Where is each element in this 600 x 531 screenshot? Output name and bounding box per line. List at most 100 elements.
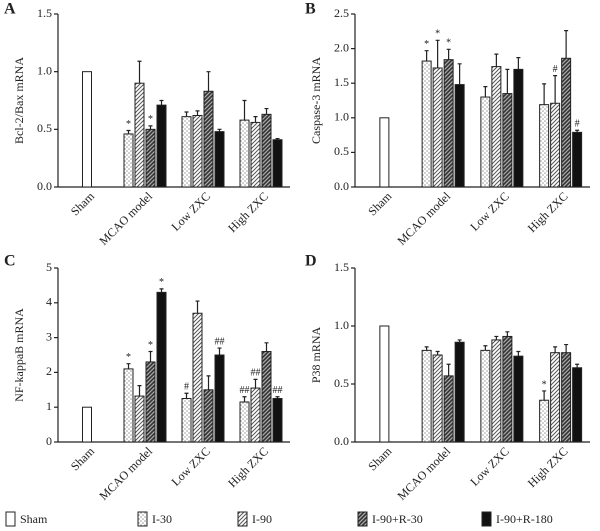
legend-label: I-90+R-30 (372, 512, 423, 526)
bar (239, 401, 250, 443)
bar (379, 117, 390, 188)
significance-mark: * (148, 340, 153, 351)
bar (261, 113, 272, 188)
bar (261, 351, 272, 443)
y-tick-label: 4 (46, 295, 52, 309)
y-tick-label: 1.0 (334, 318, 349, 332)
error-bar (159, 99, 164, 106)
legend-label: Sham (20, 512, 48, 526)
bar (513, 68, 524, 188)
bar (421, 349, 432, 443)
error-bar (457, 339, 462, 343)
y-axis-label: Bcl-2/Bax mRNA (12, 57, 26, 144)
bar (443, 59, 454, 188)
error-bar (253, 116, 258, 123)
error-bar (424, 346, 429, 351)
panel-label: D (305, 253, 317, 270)
error-bar (148, 125, 153, 130)
y-tick-label: 1.5 (334, 260, 349, 274)
x-tick-label: Low ZXC (169, 444, 214, 489)
bar (123, 133, 134, 188)
error-bar (516, 56, 521, 70)
error-bar (553, 74, 558, 104)
x-tick-label: High ZXC (225, 189, 271, 235)
bar (502, 93, 513, 188)
panel-label: C (4, 253, 16, 270)
legend-swatch (5, 511, 16, 527)
error-bar (137, 385, 142, 397)
error-bar (195, 110, 200, 116)
error-bar (275, 396, 280, 399)
error-bar (206, 375, 211, 390)
panel-label: A (4, 1, 16, 18)
x-tick-label: Sham (365, 189, 395, 219)
legend-swatch (481, 511, 492, 527)
legend-swatch (137, 511, 148, 527)
y-tick-label: 2.5 (334, 6, 349, 20)
bar (561, 57, 572, 188)
bar (539, 104, 550, 188)
bar (214, 131, 225, 188)
bar (156, 291, 167, 443)
significance-mark: * (424, 39, 429, 50)
error-bar (137, 60, 142, 84)
x-tick-label: MCAO model (96, 189, 155, 248)
bar (454, 84, 465, 188)
bar (539, 399, 550, 443)
significance-mark: # (553, 64, 558, 75)
error-bar (126, 363, 131, 369)
bar (123, 368, 134, 443)
bar (239, 119, 250, 188)
error-bar (542, 83, 547, 105)
bar (491, 66, 502, 188)
bar (214, 354, 225, 443)
error-bar (494, 53, 499, 67)
y-axis-label: P38 mRNA (309, 326, 323, 383)
error-bar (494, 335, 499, 340)
legend-swatch (237, 511, 248, 527)
x-tick-label: Low ZXC (467, 444, 512, 489)
bar (203, 389, 214, 443)
bar (550, 352, 561, 443)
bar (572, 367, 583, 443)
y-tick-label: 2.0 (334, 40, 349, 54)
error-bar (217, 128, 222, 132)
bar (513, 355, 524, 443)
significance-mark: ## (251, 368, 261, 379)
bar (421, 60, 432, 188)
bar (432, 67, 443, 188)
bar (550, 102, 561, 188)
bar (134, 395, 145, 443)
y-tick-label: 1.5 (37, 6, 52, 20)
bar (379, 325, 390, 443)
x-tick-label: High ZXC (525, 444, 571, 490)
x-tick-label: MCAO model (395, 189, 454, 248)
y-tick-label: 1.0 (37, 63, 52, 77)
x-tick-label: Low ZXC (467, 189, 512, 234)
bar (181, 116, 192, 188)
y-tick-label: 5 (46, 260, 52, 274)
bar (203, 90, 214, 188)
y-tick-label: 0.5 (37, 121, 52, 135)
significance-mark: ## (273, 385, 283, 396)
significance-mark: ## (240, 385, 250, 396)
error-bar (126, 129, 131, 134)
error-bar (483, 345, 488, 351)
error-bar (435, 350, 440, 355)
error-bar (446, 48, 451, 60)
error-bar (542, 390, 547, 401)
error-bar (242, 396, 247, 402)
y-tick-label: 1.0 (334, 110, 349, 124)
bar (480, 96, 491, 188)
error-bar (242, 99, 247, 121)
x-tick-label: Sham (68, 189, 98, 219)
error-bar (195, 300, 200, 314)
significance-mark: * (126, 119, 131, 130)
bar (82, 406, 92, 443)
error-bar (435, 39, 440, 68)
legend-swatch (357, 511, 368, 527)
y-tick-label: 0.0 (334, 179, 349, 193)
error-bar (184, 392, 189, 399)
y-tick-label: 0 (46, 434, 52, 448)
